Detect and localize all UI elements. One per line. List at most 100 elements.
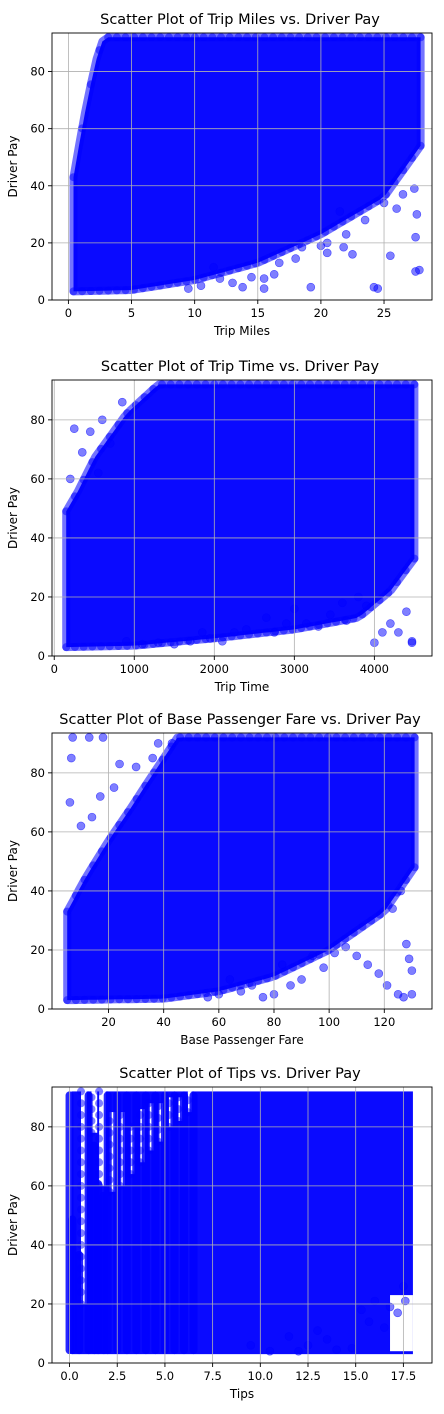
point xyxy=(288,625,297,634)
data-gap xyxy=(158,1103,164,1142)
point xyxy=(236,981,245,990)
point xyxy=(136,1134,145,1143)
point xyxy=(76,1146,85,1155)
point xyxy=(123,808,132,817)
point xyxy=(95,1111,104,1120)
y-tick-label: 80 xyxy=(30,766,45,780)
point xyxy=(375,910,384,919)
point xyxy=(174,1116,183,1125)
data-gap xyxy=(390,1295,413,1352)
point xyxy=(313,1326,322,1335)
x-tick-label: 20 xyxy=(314,306,329,320)
x-tick-label: 2000 xyxy=(200,662,229,676)
point xyxy=(87,1116,96,1125)
point xyxy=(251,259,260,268)
point xyxy=(154,1102,163,1111)
point xyxy=(126,1146,135,1155)
point xyxy=(236,380,245,389)
point xyxy=(332,1345,341,1355)
point xyxy=(373,197,382,206)
point xyxy=(234,33,243,42)
y-axis-label: Driver Pay xyxy=(6,136,20,198)
chart-title: Scatter Plot of Base Passenger Fare vs. … xyxy=(59,712,421,728)
point xyxy=(322,248,332,258)
axes-frame xyxy=(51,732,433,1010)
plot-area xyxy=(63,733,419,1005)
point xyxy=(167,993,176,1002)
point xyxy=(69,173,78,182)
point xyxy=(384,733,393,742)
point xyxy=(138,284,147,293)
point xyxy=(166,380,175,389)
point xyxy=(158,755,167,764)
point xyxy=(305,380,314,389)
point xyxy=(398,190,408,199)
point xyxy=(164,1111,173,1120)
point xyxy=(277,33,286,42)
point xyxy=(201,380,210,389)
y-tick-label: 40 xyxy=(30,179,45,193)
point xyxy=(269,251,278,260)
point xyxy=(303,236,312,245)
point xyxy=(227,380,236,389)
point xyxy=(87,1128,96,1137)
point xyxy=(95,46,104,55)
point xyxy=(338,33,347,42)
point xyxy=(245,380,254,389)
point xyxy=(104,33,113,42)
data-column xyxy=(132,1091,141,1355)
x-tick-label: 120 xyxy=(373,1015,395,1029)
point xyxy=(144,1111,153,1120)
point xyxy=(76,1099,85,1108)
point xyxy=(364,1317,374,1326)
point xyxy=(121,33,130,42)
x-tick-label: 17.5 xyxy=(391,1369,417,1383)
point xyxy=(374,969,384,978)
point xyxy=(270,628,279,637)
point xyxy=(112,33,121,42)
point xyxy=(62,507,71,516)
point xyxy=(269,269,279,279)
point xyxy=(382,981,392,990)
data-column xyxy=(141,1091,150,1355)
x-tick-label: 10 xyxy=(187,306,202,320)
point xyxy=(105,1175,114,1184)
data-column xyxy=(122,1091,131,1355)
point xyxy=(225,975,235,984)
y-tick-label: 20 xyxy=(30,943,45,957)
point xyxy=(121,286,130,295)
point xyxy=(158,994,167,1003)
point xyxy=(69,424,79,434)
point xyxy=(76,1205,85,1214)
point xyxy=(402,939,411,949)
point xyxy=(370,1296,380,1306)
point xyxy=(271,733,280,742)
point xyxy=(288,380,297,389)
point xyxy=(375,380,384,389)
point xyxy=(84,733,94,742)
point xyxy=(262,974,271,983)
point xyxy=(154,1125,163,1134)
point xyxy=(208,33,217,42)
point xyxy=(79,475,88,484)
x-tick-label: 12.5 xyxy=(295,1369,321,1383)
point xyxy=(246,1340,256,1350)
point xyxy=(117,397,127,407)
point xyxy=(215,274,225,283)
point xyxy=(93,468,103,478)
point xyxy=(76,1217,85,1226)
point xyxy=(407,989,417,999)
point xyxy=(259,274,269,283)
chart-title: Scatter Plot of Tips vs. Driver Pay xyxy=(119,1066,361,1082)
point xyxy=(182,277,191,286)
point xyxy=(209,262,218,272)
point xyxy=(280,733,289,742)
point xyxy=(291,254,300,263)
point xyxy=(286,981,295,990)
point xyxy=(349,614,358,623)
point xyxy=(410,863,419,872)
point xyxy=(138,33,147,42)
point xyxy=(332,617,341,626)
point xyxy=(182,33,191,42)
point xyxy=(315,950,324,959)
